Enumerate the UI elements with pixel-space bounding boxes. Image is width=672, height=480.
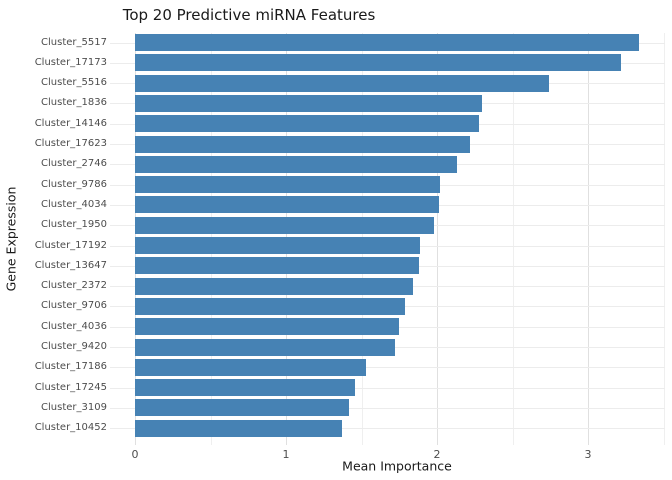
chart-title: Top 20 Predictive miRNA Features [122, 6, 376, 24]
y-tick-label-Cluster_2746: Cluster_2746 [41, 158, 107, 169]
minor-gridline-x-3.5 [663, 33, 665, 445]
bar-Cluster_17245 [135, 379, 355, 396]
x-tick-label-2: 2 [433, 448, 441, 461]
y-tick-label-Cluster_17623: Cluster_17623 [34, 138, 107, 149]
bar-Cluster_4034 [135, 196, 439, 213]
major-gridline-x-3 [588, 33, 589, 445]
y-tick-label-Cluster_4034: Cluster_4034 [41, 199, 107, 210]
y-tick-label-Cluster_13647: Cluster_13647 [34, 260, 107, 271]
y-tick-label-Cluster_17192: Cluster_17192 [34, 240, 107, 251]
bar-Cluster_2746 [135, 156, 457, 173]
y-tick-label-Cluster_17186: Cluster_17186 [34, 361, 107, 372]
row-gridline [110, 388, 665, 389]
bar-Cluster_10452 [135, 420, 342, 437]
bar-Cluster_5516 [135, 75, 549, 92]
y-tick-label-Cluster_5517: Cluster_5517 [41, 37, 107, 48]
y-tick-label-Cluster_2372: Cluster_2372 [41, 280, 107, 291]
y-tick-label-Cluster_9706: Cluster_9706 [41, 300, 107, 311]
bar-Cluster_5517 [135, 34, 639, 51]
y-axis-label: Gene Expression [3, 186, 19, 292]
y-tick-label-Cluster_5516: Cluster_5516 [41, 77, 107, 88]
bar-Cluster_1836 [135, 95, 482, 112]
bar-Cluster_17623 [135, 136, 470, 153]
bar-Cluster_4036 [135, 318, 399, 335]
row-gridline [110, 428, 665, 429]
bar-Cluster_3109 [135, 399, 349, 416]
row-gridline [110, 367, 665, 368]
major-gridline-x-2 [437, 33, 438, 445]
x-axis-label: Mean Importance [342, 458, 452, 474]
x-tick-label-3: 3 [584, 448, 592, 461]
bar-Cluster_9706 [135, 298, 405, 315]
minor-gridline-x-2.5 [512, 33, 514, 445]
bar-Cluster_17186 [135, 359, 366, 376]
row-gridline [110, 408, 665, 409]
bar-Cluster_17192 [135, 237, 420, 254]
y-tick-label-Cluster_1836: Cluster_1836 [41, 97, 107, 108]
y-tick-label-Cluster_17245: Cluster_17245 [34, 382, 107, 393]
y-tick-label-Cluster_10452: Cluster_10452 [34, 422, 107, 433]
plot-area [110, 33, 665, 445]
y-tick-label-Cluster_1950: Cluster_1950 [41, 219, 107, 230]
bar-Cluster_9786 [135, 176, 440, 193]
bar-Cluster_9420 [135, 339, 395, 356]
y-tick-label-Cluster_17173: Cluster_17173 [34, 57, 107, 68]
y-tick-label-Cluster_4036: Cluster_4036 [41, 321, 107, 332]
x-tick-label-1: 1 [282, 448, 290, 461]
bar-Cluster_1950 [135, 217, 434, 234]
bar-Cluster_13647 [135, 257, 419, 274]
y-tick-label-Cluster_14146: Cluster_14146 [34, 118, 107, 129]
y-tick-label-Cluster_9786: Cluster_9786 [41, 179, 107, 190]
bar-Cluster_14146 [135, 115, 479, 132]
bar-Cluster_17173 [135, 54, 621, 71]
y-tick-label-Cluster_9420: Cluster_9420 [41, 341, 107, 352]
y-tick-label-Cluster_3109: Cluster_3109 [41, 402, 107, 413]
x-tick-label-0: 0 [131, 448, 139, 461]
bar-Cluster_2372 [135, 278, 413, 295]
